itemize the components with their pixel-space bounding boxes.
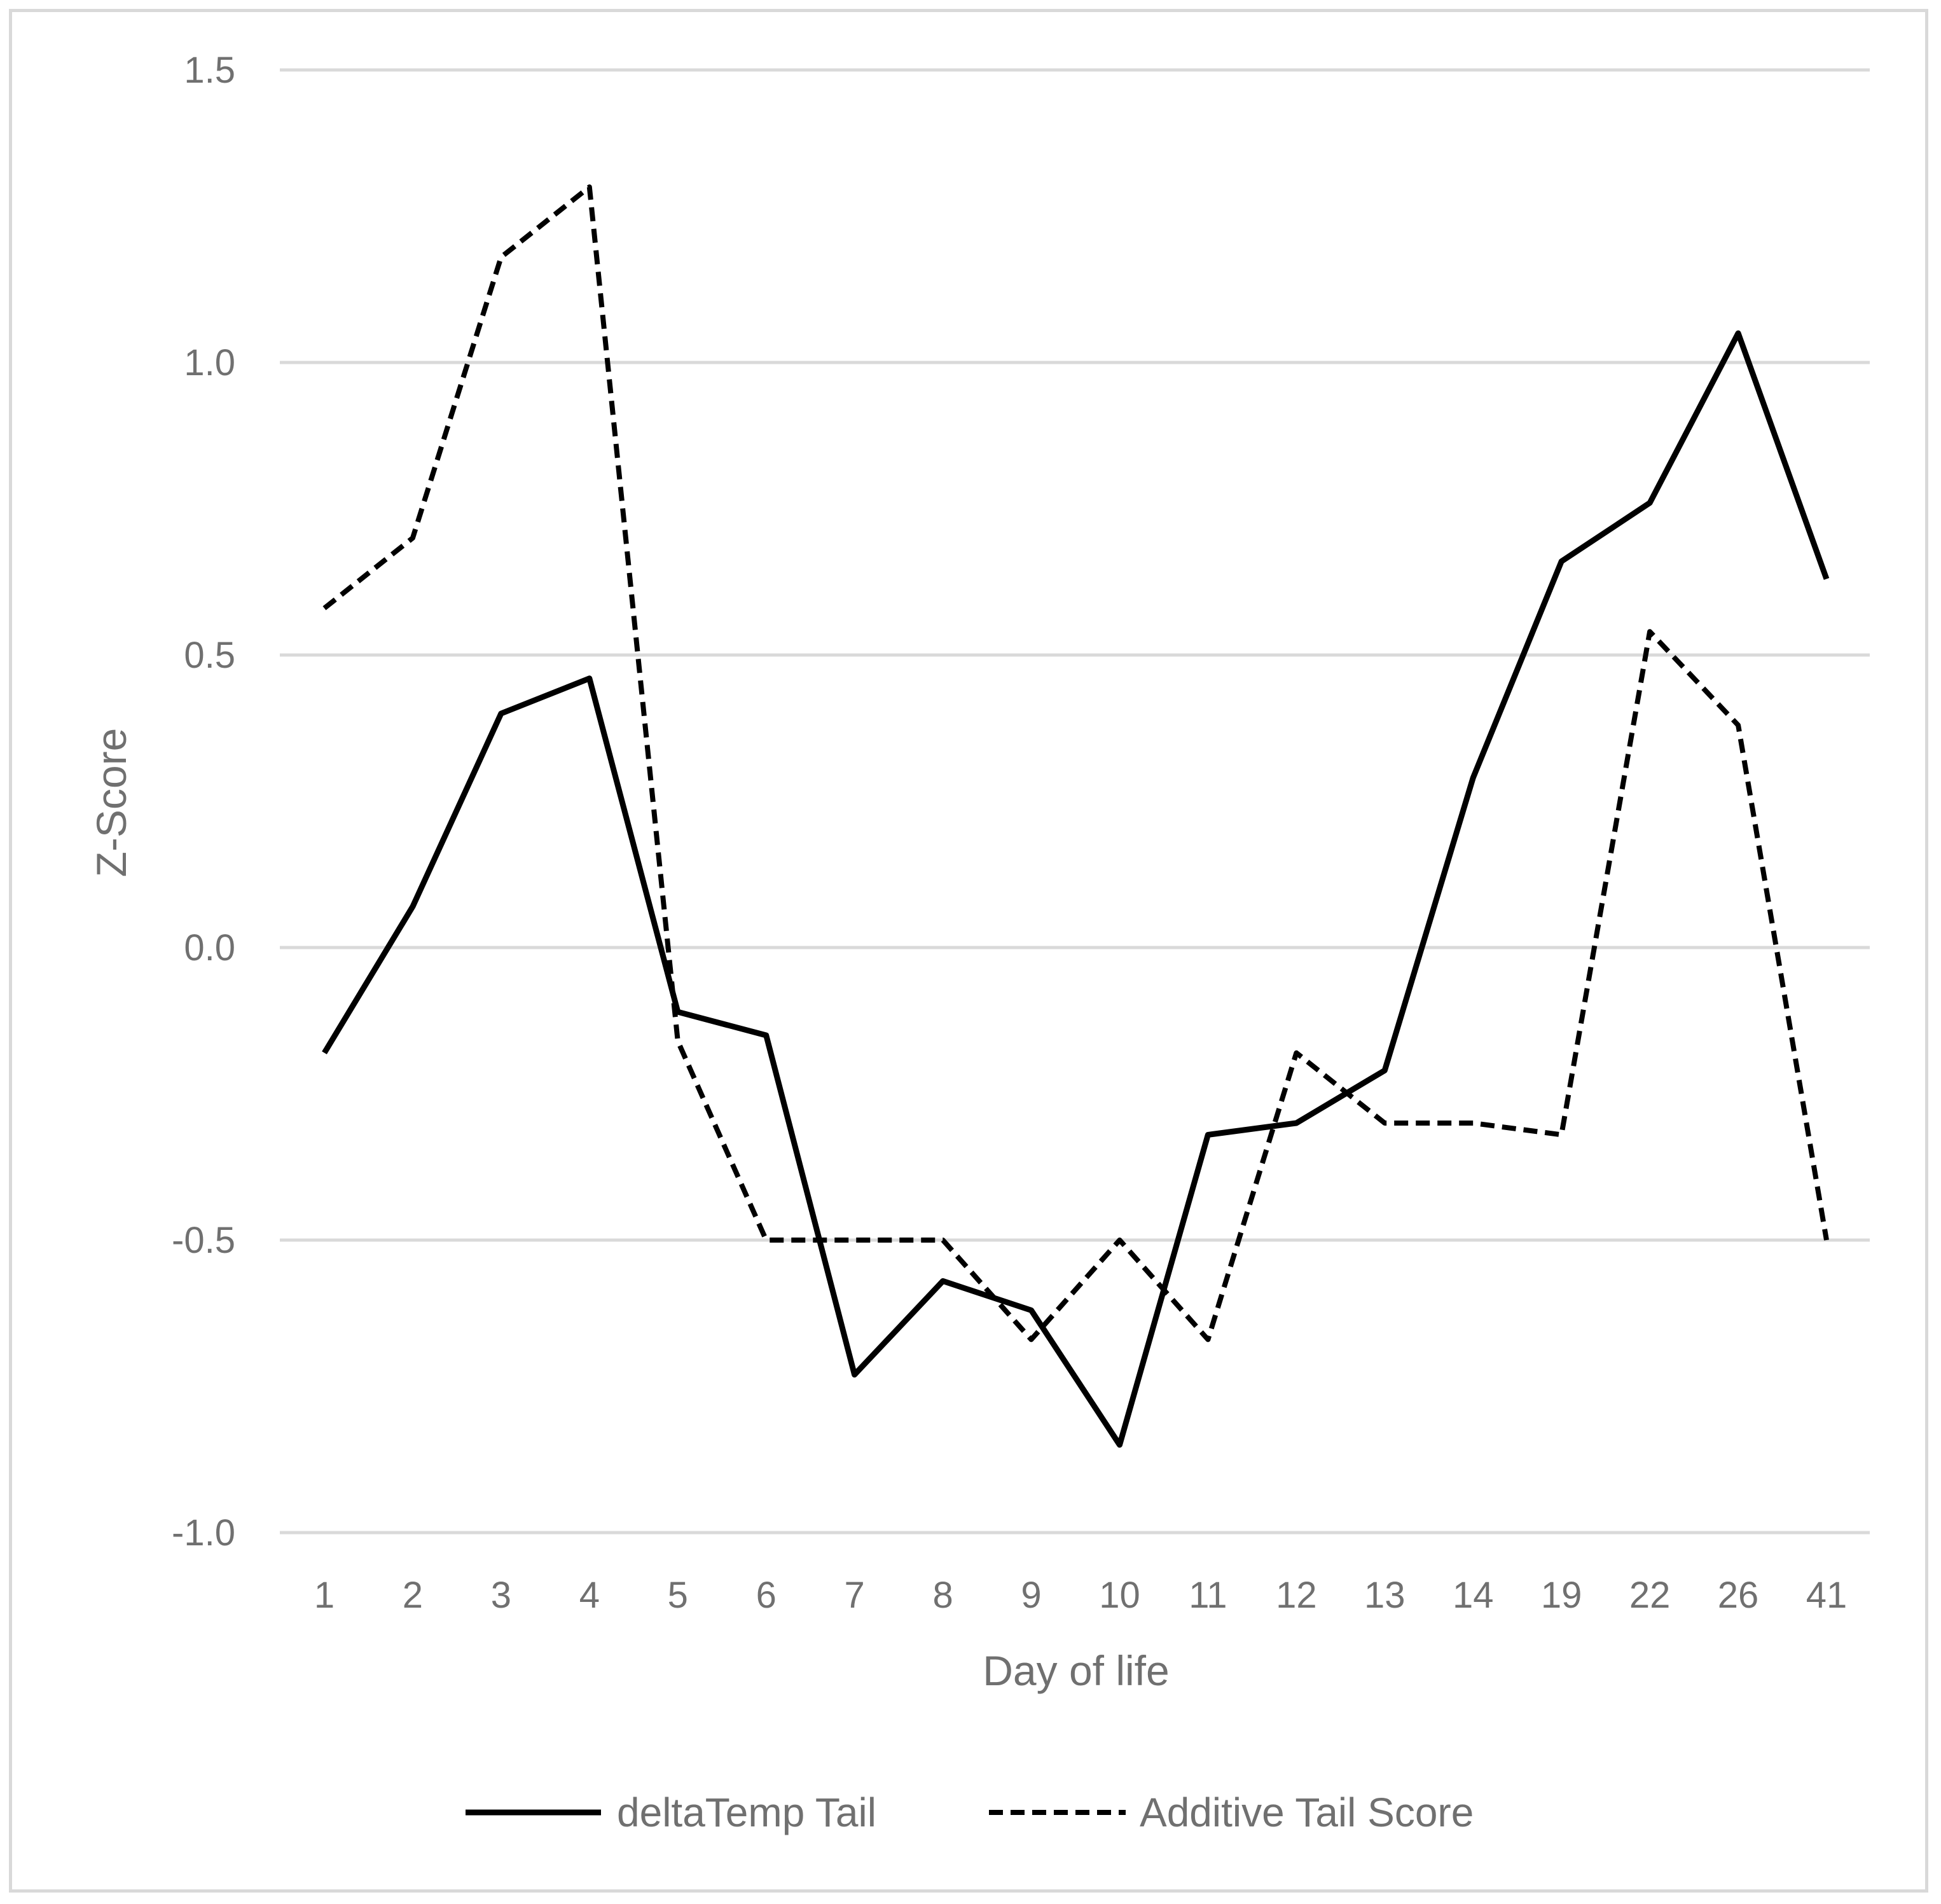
- x-tick-label: 14: [1453, 1575, 1494, 1616]
- x-tick-label: 8: [932, 1575, 953, 1616]
- x-tick-label: 13: [1364, 1575, 1406, 1616]
- x-tick-label: 6: [756, 1575, 777, 1616]
- x-tick-label: 22: [1629, 1575, 1671, 1616]
- legend-label-deltatemp-tail: deltaTemp Tail: [617, 1790, 876, 1835]
- x-tick-label: 5: [668, 1575, 688, 1616]
- x-tick-labels: 1 2 3 4 5 6 7 8 9 10 11 12 13 14 19 22 26 41: [314, 1575, 1847, 1616]
- y-tick-label: -0.5: [172, 1220, 235, 1261]
- x-tick-label: 41: [1806, 1575, 1848, 1616]
- y-tick-label: -1.0: [172, 1512, 235, 1554]
- y-tick-label: 1.5: [184, 50, 235, 91]
- x-tick-label: 9: [1021, 1575, 1041, 1616]
- gridlines: [280, 68, 1870, 1535]
- x-tick-label: 12: [1276, 1575, 1317, 1616]
- x-tick-label: 7: [845, 1575, 865, 1616]
- x-tick-label: 1: [314, 1575, 335, 1616]
- x-tick-label: 26: [1718, 1575, 1759, 1616]
- y-tick-label: 0.0: [184, 927, 235, 969]
- y-axis-title: Z-Score: [88, 728, 135, 878]
- y-tick-label: 0.5: [184, 635, 235, 676]
- series-line-additive-tail-score: [322, 184, 1829, 1342]
- x-tick-label: 19: [1541, 1575, 1582, 1616]
- legend: deltaTemp Tail Additive Tail Score: [466, 1790, 1474, 1835]
- x-tick-label: 2: [403, 1575, 423, 1616]
- legend-label-additive-tail-score: Additive Tail Score: [1140, 1790, 1474, 1835]
- x-tick-label: 11: [1189, 1575, 1227, 1616]
- y-tick-label: 1.0: [184, 342, 235, 383]
- x-tick-label: 10: [1099, 1575, 1140, 1616]
- y-tick-labels: 1.5 1.0 0.5 0.0 -0.5 -1.0: [172, 50, 235, 1554]
- chart-frame: [9, 9, 1928, 1893]
- series-lines: [322, 184, 1830, 1448]
- x-tick-label: 3: [491, 1575, 511, 1616]
- x-axis-title: Day of life: [983, 1647, 1169, 1694]
- series-line-deltatemp-tail: [322, 330, 1830, 1448]
- x-tick-label: 4: [579, 1575, 600, 1616]
